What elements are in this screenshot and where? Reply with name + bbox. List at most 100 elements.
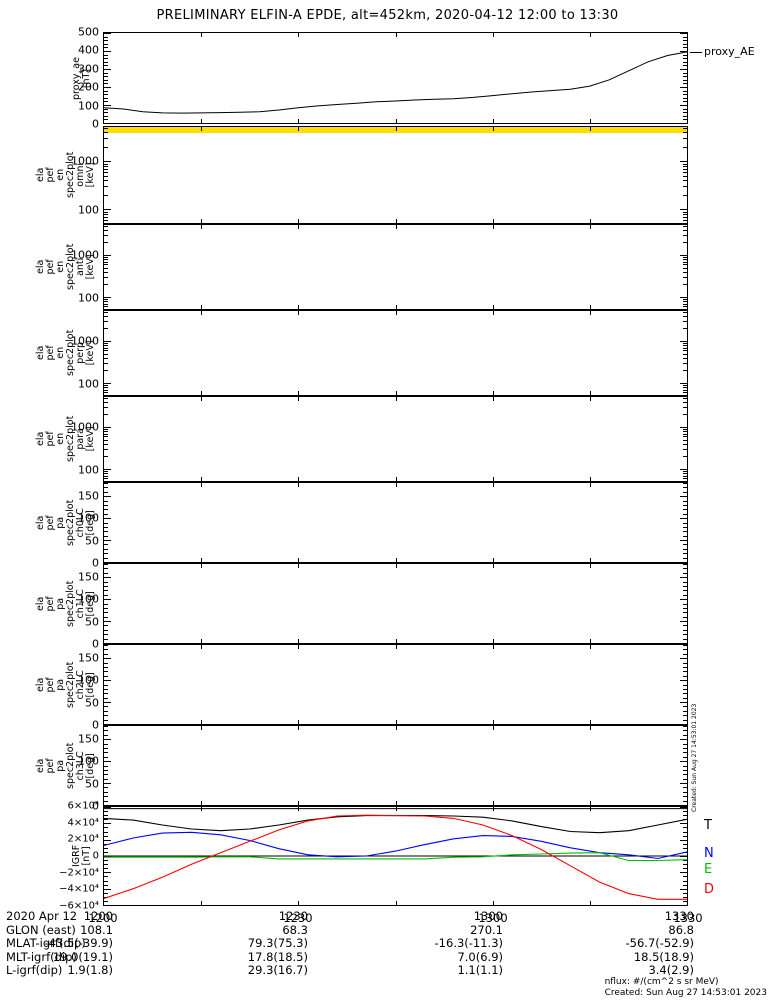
annotation-value: -16.3(-11.3)	[434, 936, 504, 951]
ytick-pa3-100: 100	[78, 754, 99, 768]
ytick-pa1-50: 50	[85, 615, 99, 628]
annotation-row: MLT-igrf(dip) 19.0(19.1) 17.8(18.5) 7.0(6.9…	[0, 949, 775, 965]
panel-en-omni	[103, 126, 688, 224]
ylabel-line: [nT]	[81, 846, 92, 866]
annotation-value: 3.4(2.9)	[648, 963, 694, 978]
ytick-spec1-100: 100	[78, 291, 99, 305]
ytick-spec0-100: 100	[78, 203, 99, 217]
annotation-value: 29.3(16.7)	[247, 963, 308, 978]
ytick-pa2-150: 150	[78, 651, 99, 664]
ytick-spec3-1000: 1000	[71, 420, 99, 434]
ytick-pa2-0: 0	[92, 718, 99, 732]
ytick-pa3-0: 0	[92, 799, 99, 813]
igrf-legend-N: N	[704, 846, 714, 861]
ytick-pa0-50: 50	[85, 534, 99, 547]
ytick-pa3-50: 50	[85, 777, 99, 790]
ytick-igrf-0: 6×10⁴	[67, 800, 99, 812]
ytick-igrf-3: 0	[92, 850, 99, 862]
annotation-date: 2020 Apr 12	[6, 909, 78, 923]
igrf-series-E	[104, 853, 687, 861]
ylabel-igrf: IGRF [nT]	[71, 845, 92, 867]
page-title: PRELIMINARY ELFIN-A EPDE, alt=452km, 202…	[156, 8, 619, 23]
annotation-label: MLAT-igrf(dip)	[6, 936, 86, 951]
annotation-label: L-igrf(dip)	[6, 963, 63, 978]
footer-units: nflux: #/(cm^2 s sr MeV)	[604, 977, 719, 987]
ytick-spec1-1000: 1000	[71, 248, 99, 262]
ytick-ae-300: 300	[78, 62, 99, 76]
ytick-pa0-150: 150	[78, 489, 99, 502]
ytick-pa1-150: 150	[78, 570, 99, 583]
annotation-row: GLON (east) 108.1 68.3 270.1 86.8	[0, 922, 775, 938]
proxy-ae-trace-label: proxy_AE	[704, 45, 755, 58]
annotation-value: 86.8	[668, 922, 694, 937]
ytick-igrf-6: −6×10⁴	[59, 900, 99, 912]
igrf-legend-E: E	[704, 862, 713, 877]
annotation-value: 1.9(1.8)	[67, 963, 113, 978]
igrf-legend-T: T	[704, 818, 712, 833]
ytick-ae-500: 500	[78, 25, 99, 39]
annotation-value: 18.5(18.9)	[633, 949, 694, 964]
igrf-series-D	[104, 815, 687, 899]
ytick-pa1-100: 100	[78, 592, 99, 606]
ytick-ae-100: 100	[78, 99, 99, 113]
annotation-row: MLAT-igrf(dip) -43.5(-39.9) 79.3(75.3) -16.…	[0, 937, 775, 951]
annotation-value: 1200	[83, 909, 113, 923]
annotation-value: 68.3	[282, 922, 308, 937]
igrf-series-N	[104, 832, 687, 858]
igrf-series-T	[104, 816, 687, 833]
panel-en-para	[103, 396, 688, 482]
panel-proxy-ae	[103, 32, 688, 124]
annotation-value: -56.7(-52.9)	[625, 936, 694, 951]
annotation-value: 270.1	[470, 922, 504, 937]
annotation-value: 17.8(18.5)	[247, 949, 308, 964]
annotation-value: -43.5(-39.9)	[44, 936, 113, 951]
proxy-ae-curve	[104, 33, 687, 123]
annotation-value: 1.1(1.1)	[457, 963, 504, 978]
ytick-pa3-150: 150	[78, 732, 99, 745]
panel-pa-ch1lc	[103, 563, 688, 644]
proxy-ae-legend-line	[690, 51, 702, 53]
ytick-igrf-4: −2×10⁴	[59, 867, 99, 879]
ytick-igrf-5: −4×10⁴	[59, 883, 99, 895]
ytick-spec3-100: 100	[78, 463, 99, 477]
panel-pa-ch0lc	[103, 482, 688, 563]
ytick-pa2-50: 50	[85, 696, 99, 709]
xtick-1230: 1230	[283, 911, 313, 925]
annotation-row: 2020 Apr 12 1200 1230 1300 1330	[0, 909, 775, 924]
annotation-value: 7.0(6.9)	[457, 949, 504, 964]
ytick-pa0-0: 0	[92, 556, 99, 570]
panel-pa-ch2lc	[103, 644, 688, 725]
annotation-value: 1330	[664, 909, 694, 923]
annotation-label: MLT-igrf(dip)	[6, 949, 77, 964]
igrf-traces	[104, 807, 687, 905]
footer-notes: nflux: #/(cm^2 s sr MeV) Created: Sun Au…	[605, 977, 767, 998]
igrf-legend-D: D	[704, 882, 715, 897]
ytick-pa1-0: 0	[92, 637, 99, 651]
ytick-ae-200: 200	[78, 80, 99, 94]
footer-created: Created: Sun Aug 27 14:53:01 2023	[604, 987, 767, 998]
panel-en-perp	[103, 310, 688, 396]
panel-en-anti	[103, 224, 688, 310]
annotation-value: 1300	[473, 909, 504, 923]
xtick-1300: 1300	[478, 911, 508, 925]
annotation-label: GLON (east)	[6, 922, 76, 937]
ytick-pa0-100: 100	[78, 511, 99, 525]
annotation-value: 19.0(19.1)	[52, 949, 113, 964]
ytick-spec2-100: 100	[78, 377, 99, 391]
xtick-1200: 1200	[88, 911, 118, 925]
panel-pa-ch3lc	[103, 725, 688, 806]
annotation-table: 2020 Apr 12 1200 1230 1300 1330 GLON (east) 10…	[0, 909, 775, 978]
annotation-value: 108.1	[80, 922, 113, 937]
ytick-igrf-1: 4×10⁴	[67, 817, 99, 829]
annotation-value: 79.3(75.3)	[247, 936, 308, 951]
ytick-pa2-100: 100	[78, 673, 99, 687]
ytick-ae-400: 400	[78, 43, 99, 57]
annotation-value: 1230	[278, 909, 308, 923]
annotation-row: L-igrf(dip) 1.9(1.8) 29.3(16.7) 1.1(1.1) 3.4…	[0, 964, 775, 978]
panel-igrf	[103, 806, 688, 906]
vertical-timestamp: Created: Sun Aug 27 14:53:01 2023	[691, 703, 698, 812]
ytick-spec2-1000: 1000	[71, 334, 99, 348]
ytick-spec0-1000: 1000	[71, 154, 99, 168]
ytick-ae-0: 0	[92, 117, 99, 131]
